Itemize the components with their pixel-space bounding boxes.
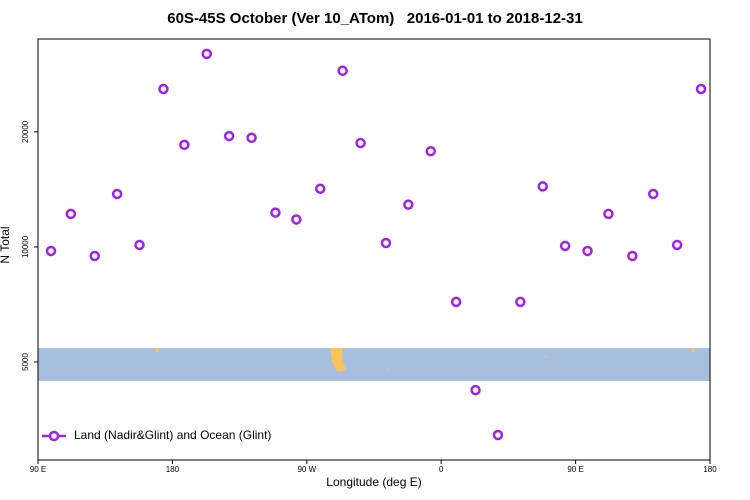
point — [671, 239, 683, 251]
x-axis-label: Longitude (deg E) — [326, 475, 421, 489]
chart-title: 60S-45S October (Ver 10_ATom) 2016-01-01… — [167, 10, 582, 27]
point — [111, 188, 123, 200]
y-tick-label: 5000 — [21, 353, 30, 371]
point — [627, 250, 638, 262]
y-tick-label: 10000 — [21, 235, 30, 258]
point — [134, 239, 145, 251]
point — [314, 183, 326, 194]
land-shapes — [155, 348, 695, 372]
y-axis-label: N Total — [0, 226, 12, 263]
point — [223, 130, 235, 142]
point — [380, 237, 392, 249]
x-tick-label: 0 — [439, 465, 444, 474]
point — [559, 240, 571, 252]
legend-label: Land (Nadir&Glint) and Ocean (Glint) — [74, 428, 271, 442]
point — [246, 132, 257, 144]
x-tick-label: 180 — [703, 465, 717, 474]
point — [648, 188, 659, 200]
x-tick-label: 90 E — [567, 465, 583, 474]
point — [291, 214, 302, 225]
x-tick-label: 90 E — [30, 465, 46, 474]
point — [337, 65, 348, 77]
x-tick-label: 180 — [166, 465, 180, 474]
point — [450, 296, 462, 308]
point — [492, 429, 504, 441]
point — [695, 83, 707, 95]
point — [179, 139, 190, 151]
plot-frame — [37, 38, 711, 461]
point — [470, 384, 481, 396]
point — [603, 208, 614, 220]
point — [201, 48, 212, 60]
x-tick-label: 90 W — [297, 465, 316, 474]
point — [582, 245, 593, 257]
point — [425, 145, 436, 157]
legend-marker — [48, 430, 60, 442]
point — [537, 181, 548, 192]
point — [270, 207, 281, 218]
y-tick-label: 20000 — [21, 120, 30, 143]
point — [89, 250, 100, 262]
point — [158, 83, 169, 95]
point — [65, 208, 77, 220]
point — [45, 245, 57, 257]
point — [403, 199, 414, 210]
point — [355, 137, 366, 149]
point — [515, 296, 526, 308]
map-strip — [38, 348, 710, 381]
